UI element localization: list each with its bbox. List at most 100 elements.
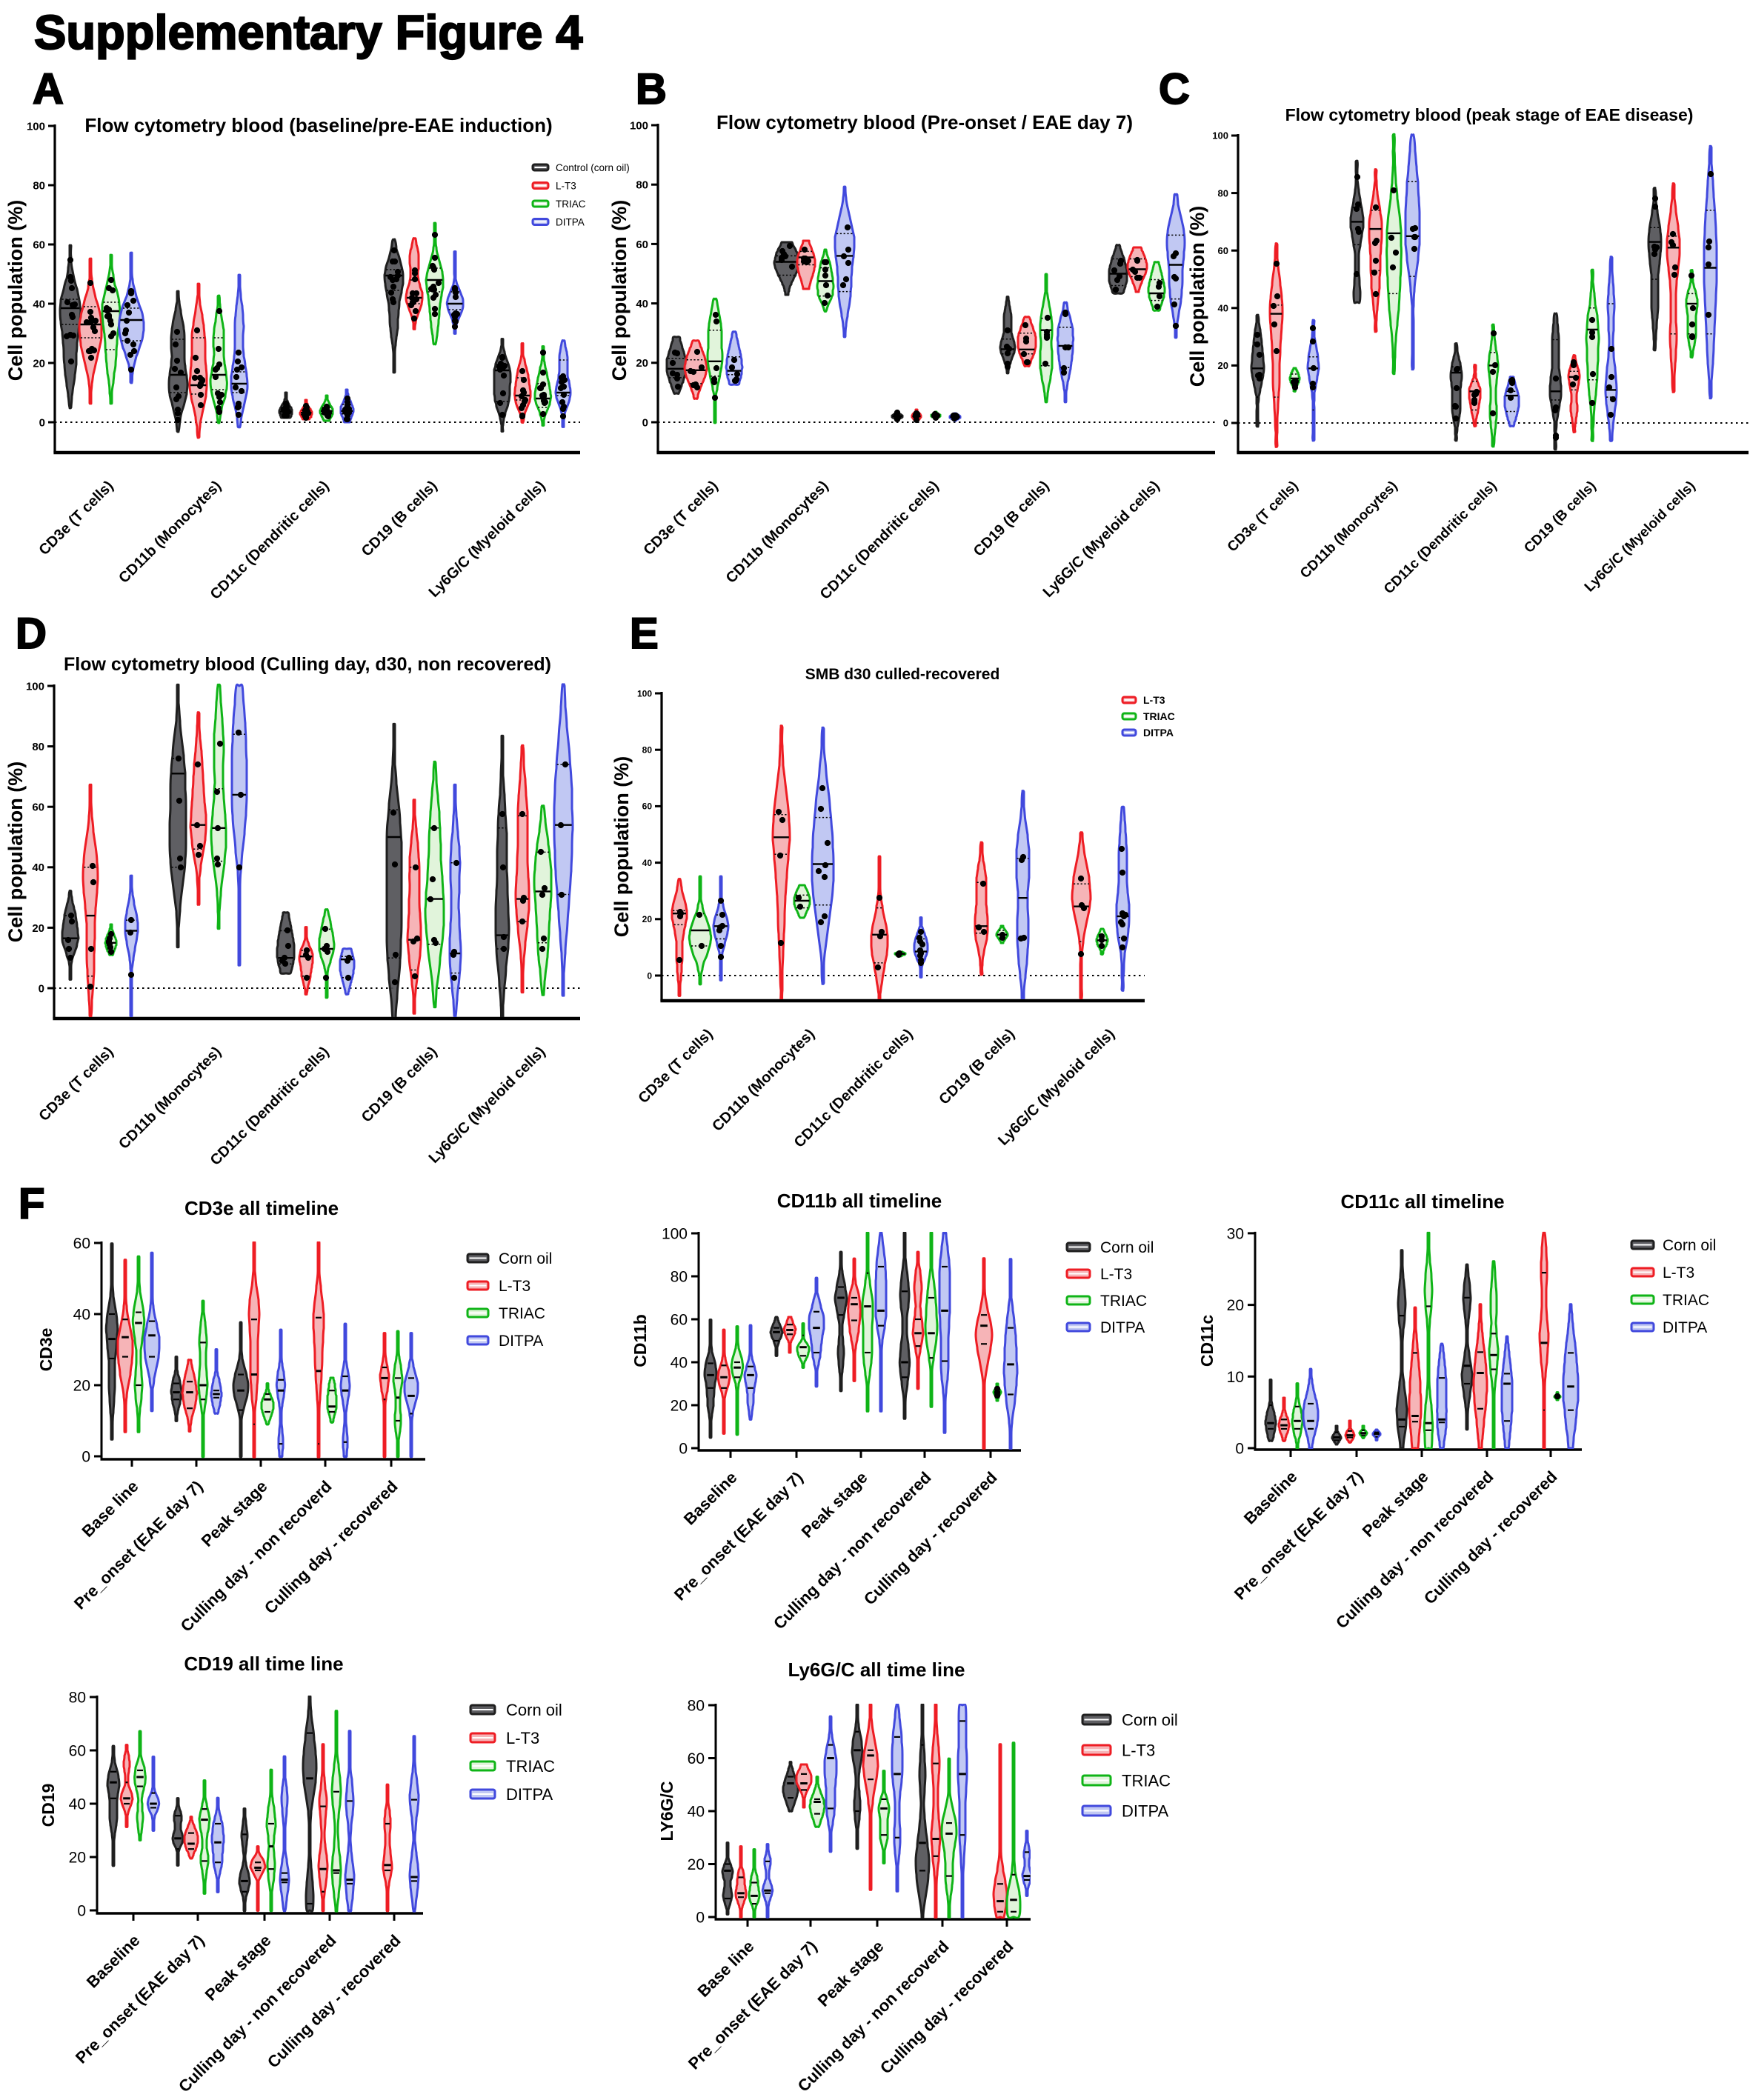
svg-text:20: 20	[671, 1398, 688, 1415]
svg-text:L-T3: L-T3	[556, 180, 576, 191]
svg-text:60: 60	[636, 239, 648, 251]
svg-text:0: 0	[1223, 418, 1228, 429]
svg-text:L-T3: L-T3	[499, 1278, 530, 1295]
svg-text:TRIAC: TRIAC	[556, 199, 586, 210]
svg-text:100: 100	[662, 1226, 688, 1243]
svg-text:40: 40	[671, 1355, 688, 1372]
svg-text:30: 30	[1227, 1225, 1244, 1242]
svg-text:CD11c all timeline: CD11c all timeline	[1340, 1190, 1504, 1213]
svg-text:TRIAC: TRIAC	[1143, 710, 1175, 722]
svg-text:Flow cytometry blood (Culling: Flow cytometry blood (Culling day, d30, …	[64, 654, 551, 675]
svg-text:C: C	[1159, 65, 1190, 113]
svg-text:60: 60	[688, 1750, 705, 1767]
svg-text:60: 60	[671, 1312, 688, 1329]
svg-text:Cell population (%): Cell population (%)	[1186, 206, 1208, 387]
svg-text:Flow cytometry blood (peak sta: Flow cytometry blood (peak stage of EAE …	[1285, 105, 1694, 124]
svg-text:0: 0	[81, 1449, 90, 1466]
svg-text:80: 80	[636, 179, 648, 192]
svg-text:A: A	[33, 65, 64, 113]
svg-text:L-T3: L-T3	[1122, 1741, 1155, 1759]
svg-text:Flow cytometry blood (baseline: Flow cytometry blood (baseline/pre-EAE i…	[84, 114, 552, 136]
svg-text:DITPA: DITPA	[506, 1785, 553, 1804]
svg-text:Corn oil: Corn oil	[506, 1701, 562, 1719]
svg-text:40: 40	[33, 298, 45, 310]
svg-text:CD11b: CD11b	[631, 1314, 650, 1367]
svg-text:40: 40	[1218, 302, 1228, 313]
svg-text:DITPA: DITPA	[556, 216, 585, 227]
svg-text:60: 60	[642, 801, 653, 812]
svg-text:0: 0	[77, 1903, 86, 1920]
svg-text:CD11c: CD11c	[1197, 1315, 1217, 1367]
svg-text:Cell population (%): Cell population (%)	[4, 200, 27, 381]
svg-text:40: 40	[73, 1307, 90, 1324]
svg-text:40: 40	[688, 1804, 705, 1821]
svg-text:20: 20	[1227, 1297, 1244, 1314]
svg-text:Corn oil: Corn oil	[1663, 1237, 1716, 1254]
svg-text:0: 0	[647, 970, 652, 981]
svg-text:CD19: CD19	[39, 1784, 58, 1827]
svg-text:DITPA: DITPA	[499, 1333, 543, 1350]
svg-text:80: 80	[642, 745, 653, 756]
svg-text:Control (corn oil): Control (corn oil)	[556, 162, 630, 173]
svg-text:40: 40	[69, 1796, 86, 1813]
svg-text:E: E	[630, 610, 659, 658]
svg-text:20: 20	[642, 914, 653, 924]
svg-text:80: 80	[33, 179, 45, 192]
svg-text:L-T3: L-T3	[1143, 694, 1165, 706]
svg-text:60: 60	[32, 801, 44, 814]
svg-text:Cell population (%): Cell population (%)	[608, 200, 631, 381]
svg-text:60: 60	[33, 239, 45, 251]
svg-text:L-T3: L-T3	[1100, 1266, 1132, 1283]
svg-text:80: 80	[1218, 187, 1228, 199]
svg-text:Cell population (%): Cell population (%)	[610, 756, 633, 937]
svg-text:100: 100	[637, 688, 652, 699]
svg-text:F: F	[19, 1180, 44, 1228]
svg-text:40: 40	[642, 858, 653, 868]
svg-text:20: 20	[73, 1378, 90, 1395]
svg-text:40: 40	[636, 298, 648, 310]
svg-text:100: 100	[27, 120, 45, 133]
svg-text:D: D	[16, 610, 47, 658]
svg-text:TRIAC: TRIAC	[1663, 1292, 1709, 1309]
svg-text:0: 0	[1235, 1441, 1244, 1458]
svg-text:TRIAC: TRIAC	[1100, 1293, 1147, 1310]
svg-text:DITPA: DITPA	[1122, 1801, 1168, 1820]
svg-text:80: 80	[32, 741, 44, 753]
svg-text:100: 100	[26, 680, 44, 693]
svg-text:CD19 all time line: CD19 all time line	[184, 1653, 343, 1675]
svg-text:TRIAC: TRIAC	[499, 1305, 545, 1322]
svg-text:DITPA: DITPA	[1663, 1319, 1707, 1336]
svg-text:SMB d30 culled-recovered: SMB d30 culled-recovered	[805, 666, 1000, 683]
svg-text:60: 60	[69, 1743, 86, 1760]
svg-text:10: 10	[1227, 1369, 1244, 1386]
svg-text:CD3e: CD3e	[36, 1328, 56, 1372]
svg-text:80: 80	[688, 1698, 705, 1715]
svg-text:DITPA: DITPA	[1143, 727, 1174, 739]
svg-text:20: 20	[636, 357, 648, 370]
svg-text:Supplementary Figure 4: Supplementary Figure 4	[34, 5, 582, 59]
svg-text:Cell population (%): Cell population (%)	[4, 761, 27, 942]
svg-text:100: 100	[1212, 130, 1228, 141]
svg-text:0: 0	[696, 1910, 705, 1927]
svg-text:Corn oil: Corn oil	[1100, 1239, 1154, 1256]
svg-text:0: 0	[39, 982, 44, 995]
svg-text:100: 100	[630, 119, 648, 132]
svg-text:20: 20	[33, 357, 45, 370]
svg-text:0: 0	[642, 416, 648, 429]
svg-text:TRIAC: TRIAC	[506, 1757, 555, 1776]
svg-text:20: 20	[688, 1856, 705, 1873]
svg-text:CD11b all timeline: CD11b all timeline	[777, 1190, 942, 1212]
svg-text:Corn oil: Corn oil	[1122, 1710, 1178, 1729]
svg-text:L-T3: L-T3	[506, 1729, 539, 1747]
svg-text:80: 80	[671, 1269, 688, 1286]
svg-text:L-T3: L-T3	[1663, 1264, 1694, 1281]
svg-text:Flow cytometry blood (Pre-onse: Flow cytometry blood (Pre-onset / EAE da…	[716, 111, 1133, 133]
svg-text:Ly6G/C all time line: Ly6G/C all time line	[788, 1659, 965, 1681]
svg-text:CD3e all timeline: CD3e all timeline	[184, 1197, 339, 1219]
svg-text:DITPA: DITPA	[1100, 1319, 1145, 1336]
svg-text:0: 0	[679, 1441, 688, 1458]
svg-text:40: 40	[32, 861, 44, 874]
svg-text:Corn oil: Corn oil	[499, 1250, 552, 1267]
svg-text:B: B	[636, 65, 667, 113]
svg-text:20: 20	[1218, 360, 1228, 371]
